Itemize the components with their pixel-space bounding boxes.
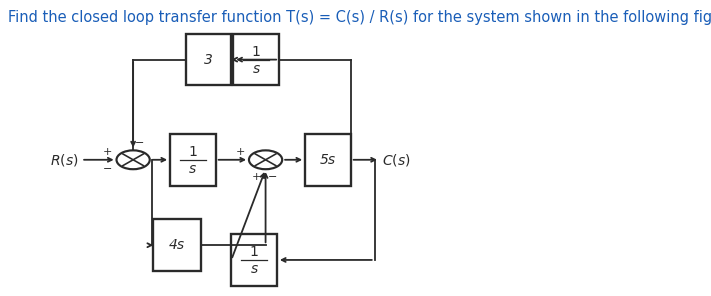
Text: $R(s)$: $R(s)$ [50, 152, 79, 168]
Text: 4s: 4s [169, 238, 186, 252]
Bar [186, 34, 231, 85]
Text: −: − [268, 172, 277, 182]
Text: s: s [252, 62, 260, 76]
Text: 5s: 5s [320, 153, 336, 167]
Text: 1: 1 [188, 145, 197, 159]
Text: s: s [250, 262, 258, 276]
Text: +: + [235, 147, 245, 157]
Text: +: + [252, 172, 262, 182]
Text: 1: 1 [250, 245, 259, 259]
Bar [233, 34, 279, 85]
Text: 3: 3 [204, 53, 213, 67]
Bar [305, 134, 351, 186]
Bar [154, 219, 201, 271]
Text: $C(s)$: $C(s)$ [383, 152, 411, 168]
Bar [231, 234, 277, 286]
Text: −: − [103, 164, 112, 174]
Text: +: + [103, 147, 112, 157]
Text: −: − [135, 138, 144, 148]
Bar [170, 134, 215, 186]
Text: s: s [189, 162, 196, 176]
Text: 1: 1 [252, 45, 261, 59]
Text: Find the closed loop transfer function T(s) = C(s) / R(s) for the system shown i: Find the closed loop transfer function T… [9, 9, 711, 25]
